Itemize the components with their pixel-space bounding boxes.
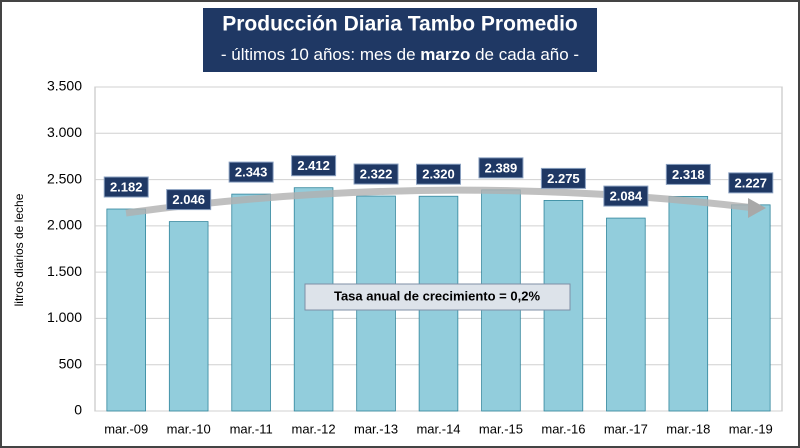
title-box [203,8,597,72]
y-tick-label: 1.000 [47,309,82,325]
x-tick-label: mar.-14 [416,421,460,436]
data-label-box [228,161,274,183]
bar [168,221,209,412]
data-label: 2.412 [297,158,330,173]
data-label-box [665,163,711,185]
subtitle-part: marzo [420,45,470,64]
x-tick-label: mar.-12 [292,421,336,436]
x-tick-label: mar.-18 [666,421,710,436]
subtitle-part: - últimos 10 años: mes de [221,45,420,64]
bar [106,208,146,412]
data-label-box [728,172,774,194]
y-tick-label: 3.000 [47,124,82,140]
data-label: 2.322 [360,166,393,181]
y-tick-label: 0 [74,402,82,418]
annotation-box [304,283,571,311]
y-tick-label: 2.500 [47,170,82,186]
y-tick-label: 1.500 [47,263,82,279]
x-tick-label: mar.-13 [354,421,398,436]
y-tick-label: 500 [59,355,83,371]
trend-arrow [125,186,756,217]
y-tick-label: 3.500 [47,78,82,94]
x-tick-label: mar.-09 [104,421,148,436]
data-label-box [103,176,149,198]
data-label: 2.320 [422,167,455,182]
bar [731,204,771,412]
data-label: 2.389 [485,160,518,175]
data-label: 2.318 [672,167,705,182]
annotation: Tasa anual de crecimiento = 0,2% [334,288,540,303]
data-label: 2.275 [547,171,580,186]
x-tick-label: mar.-10 [167,421,211,436]
data-label-box [416,163,461,185]
chart-title: Producción Diaria Tambo Promedio [222,13,578,36]
subtitle-part: de cada año - [470,45,579,64]
data-label-box [166,189,212,211]
chart-subtitle: - últimos 10 años: mes de marzo de cada … [221,45,579,64]
bar [231,193,271,412]
data-label: 2.182 [110,179,143,194]
data-label: 2.227 [734,175,767,190]
bar [668,196,709,412]
data-label: 2.343 [235,165,268,180]
data-label-box [540,167,586,189]
y-axis-label: litros diarios de leche [12,193,26,306]
x-tick-label: mar.-16 [541,421,585,436]
data-label: 2.084 [610,189,643,204]
x-tick-label: mar.-19 [729,421,773,436]
data-label-box [291,155,337,177]
bar [606,217,646,412]
data-label-box [603,185,649,207]
x-tick-label: mar.-17 [604,421,648,436]
y-tick-label: 2.000 [47,217,82,233]
data-label-box [478,157,524,179]
x-tick-label: mar.-15 [479,421,523,436]
x-tick-label: mar.-11 [230,421,273,436]
data-label-box [353,163,399,185]
trend-arrow-head [748,198,766,218]
data-label: 2.046 [172,192,205,207]
